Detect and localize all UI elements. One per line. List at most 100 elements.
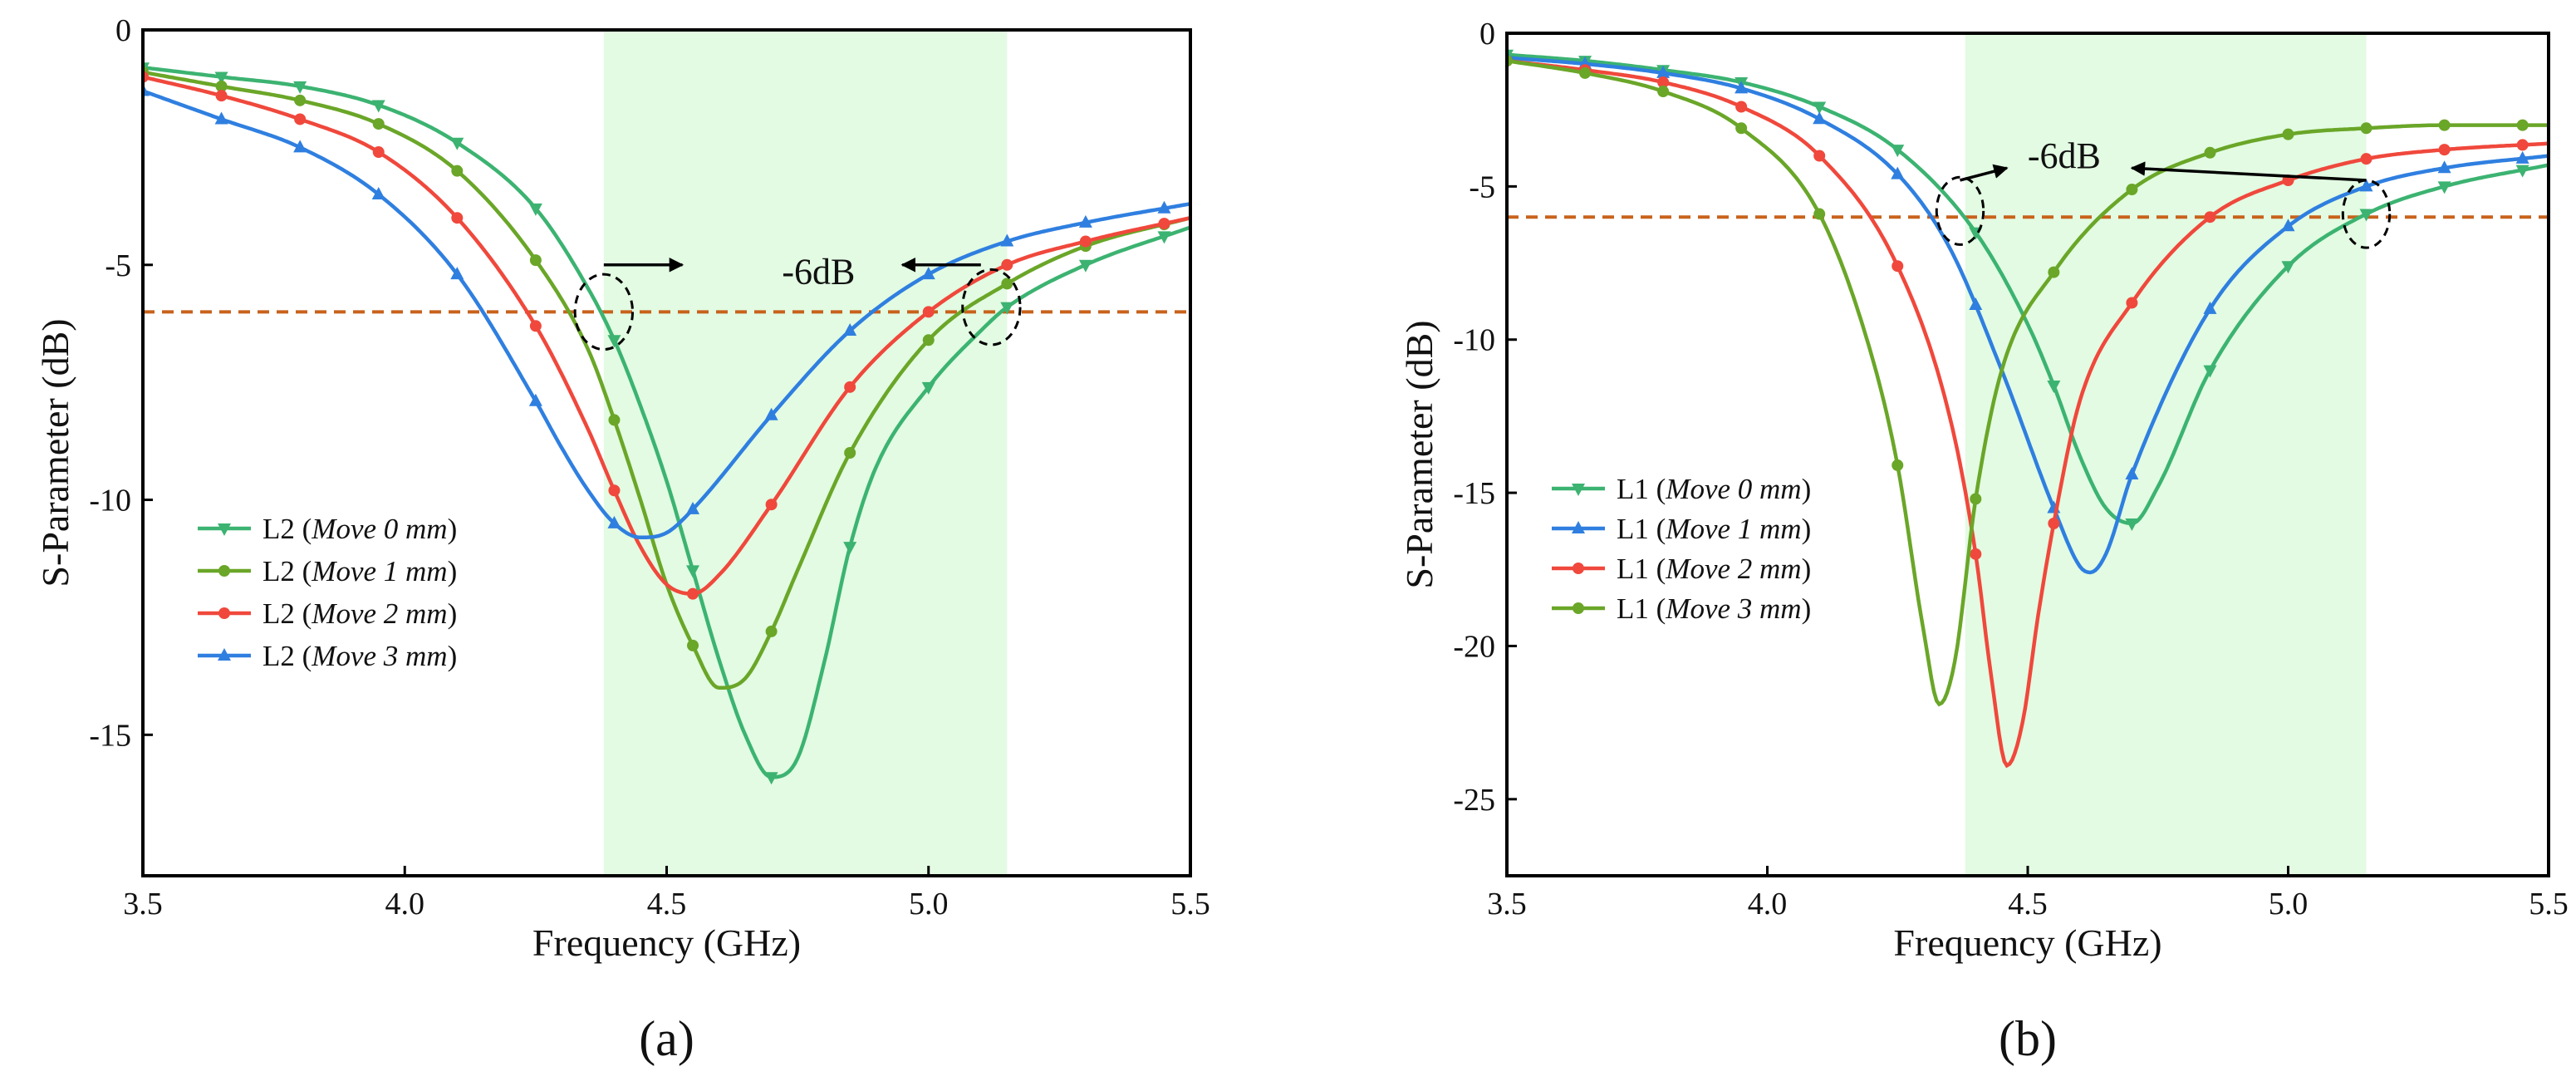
data-point xyxy=(451,165,464,177)
legend-swatch-marker xyxy=(218,565,230,577)
series-line-0 xyxy=(1507,52,2549,526)
data-point xyxy=(2203,365,2217,378)
legend-label: L1 (Move 2 mm) xyxy=(1617,553,1811,585)
legend: L1 (Move 0 mm)L1 (Move 1 mm)L1 (Move 2 m… xyxy=(1552,473,1811,625)
data-point xyxy=(451,212,464,224)
data-point xyxy=(450,137,464,150)
legend-series-detail: Move 2 mm xyxy=(311,597,447,630)
x-tick-label: 5.0 xyxy=(2269,887,2309,921)
series-line-3 xyxy=(143,89,1190,540)
legend-paren-open: ( xyxy=(295,555,312,587)
legend-series-detail: Move 1 mm xyxy=(311,555,447,587)
data-point xyxy=(2438,144,2451,156)
data-point xyxy=(843,322,857,336)
data-point xyxy=(1000,233,1014,247)
data-point xyxy=(2516,119,2529,131)
data-point xyxy=(1735,81,1749,94)
data-point xyxy=(2515,165,2529,178)
data-point xyxy=(2047,381,2061,394)
data-point xyxy=(686,501,700,514)
chart-a: -6dB 3.5 4.0 4.5 5.0 5.5 0 -5 -10 -15 Frequency (G… xyxy=(34,13,1210,1066)
y-tick-label: -15 xyxy=(1453,476,1495,511)
data-point xyxy=(1891,166,1905,179)
legend-series-name: L2 xyxy=(263,597,295,630)
legend-paren-close: ) xyxy=(448,640,458,672)
data-point xyxy=(1656,65,1671,78)
legend-paren-open: ( xyxy=(295,640,312,672)
data-point xyxy=(922,306,935,318)
data-point xyxy=(2282,128,2294,140)
data-point xyxy=(607,515,621,528)
data-point xyxy=(922,334,935,346)
legend-label: L2 (Move 1 mm) xyxy=(263,555,457,587)
data-point xyxy=(921,267,935,280)
x-tick-label: 5.0 xyxy=(909,887,949,921)
data-point xyxy=(450,267,464,280)
data-point xyxy=(2281,261,2295,274)
legend-series-detail: Move 1 mm xyxy=(1665,513,1801,545)
y-tick-label: -5 xyxy=(105,248,131,283)
x-tick-label: 3.5 xyxy=(123,887,163,921)
legend-paren-open: ( xyxy=(1649,592,1666,625)
legend-paren-open: ( xyxy=(295,513,312,545)
y-tick-label: 0 xyxy=(115,13,131,48)
data-point xyxy=(2048,517,2060,529)
data-point xyxy=(1813,150,1826,162)
data-point xyxy=(765,499,778,511)
legend-paren-open: ( xyxy=(1649,553,1666,585)
legend-series-name: L2 xyxy=(263,513,295,545)
annotation-arrow xyxy=(1960,164,2009,182)
data-point xyxy=(1892,260,1904,273)
data-point xyxy=(2125,518,2139,531)
data-point xyxy=(2515,150,2529,164)
data-point xyxy=(1001,278,1013,290)
data-point xyxy=(608,484,621,497)
legend-series-name: L1 xyxy=(1617,513,1649,545)
data-point xyxy=(215,90,228,102)
data-point xyxy=(2204,146,2216,159)
data-point xyxy=(1001,258,1013,271)
data-point xyxy=(1970,493,1982,505)
data-point xyxy=(844,447,856,459)
data-point xyxy=(843,542,857,555)
data-point xyxy=(2360,153,2372,165)
legend-series-name: L2 xyxy=(263,555,295,587)
x-tick-label: 5.5 xyxy=(2529,887,2569,921)
data-point xyxy=(2204,211,2216,224)
series-line-0 xyxy=(143,65,1190,779)
data-point xyxy=(1579,66,1592,79)
legend-label: L1 (Move 3 mm) xyxy=(1617,592,1811,625)
data-point xyxy=(294,94,307,106)
data-point xyxy=(687,639,699,651)
legend-paren-close: ) xyxy=(1802,592,1812,625)
data-point xyxy=(844,381,856,393)
data-point xyxy=(529,254,542,267)
legend-swatch-marker xyxy=(218,607,230,619)
data-point xyxy=(294,113,307,125)
legend-label: L2 (Move 0 mm) xyxy=(263,513,457,545)
data-point xyxy=(2203,301,2217,314)
data-point xyxy=(764,407,778,420)
y-tick-label: 0 xyxy=(1479,17,1495,52)
legend-series-detail: Move 0 mm xyxy=(1665,473,1801,505)
data-point xyxy=(1892,459,1904,471)
chart-b: -6dB 3.5 4.0 4.5 5.0 5.5 0 -5 -10 -15 -20 -25 Freque… xyxy=(1398,17,2569,1066)
legend-label: L2 (Move 3 mm) xyxy=(263,640,457,672)
data-point xyxy=(371,186,385,199)
legend-paren-close: ) xyxy=(448,555,458,587)
data-point xyxy=(1657,86,1670,98)
data-point xyxy=(608,414,621,426)
legend-series-detail: Move 3 mm xyxy=(1665,592,1801,625)
data-point xyxy=(372,146,385,159)
x-tick-label: 4.0 xyxy=(1748,887,1788,921)
data-point xyxy=(2125,466,2139,479)
legend-series-detail: Move 0 mm xyxy=(311,513,447,545)
data-point xyxy=(2048,266,2060,278)
data-point xyxy=(1891,145,1905,158)
data-point xyxy=(764,772,778,785)
data-point xyxy=(529,320,542,332)
legend-series-detail: Move 2 mm xyxy=(1665,553,1801,585)
legend-series-name: L1 xyxy=(1617,592,1649,625)
x-tick-label: 4.5 xyxy=(647,887,687,921)
data-point xyxy=(1078,214,1092,228)
